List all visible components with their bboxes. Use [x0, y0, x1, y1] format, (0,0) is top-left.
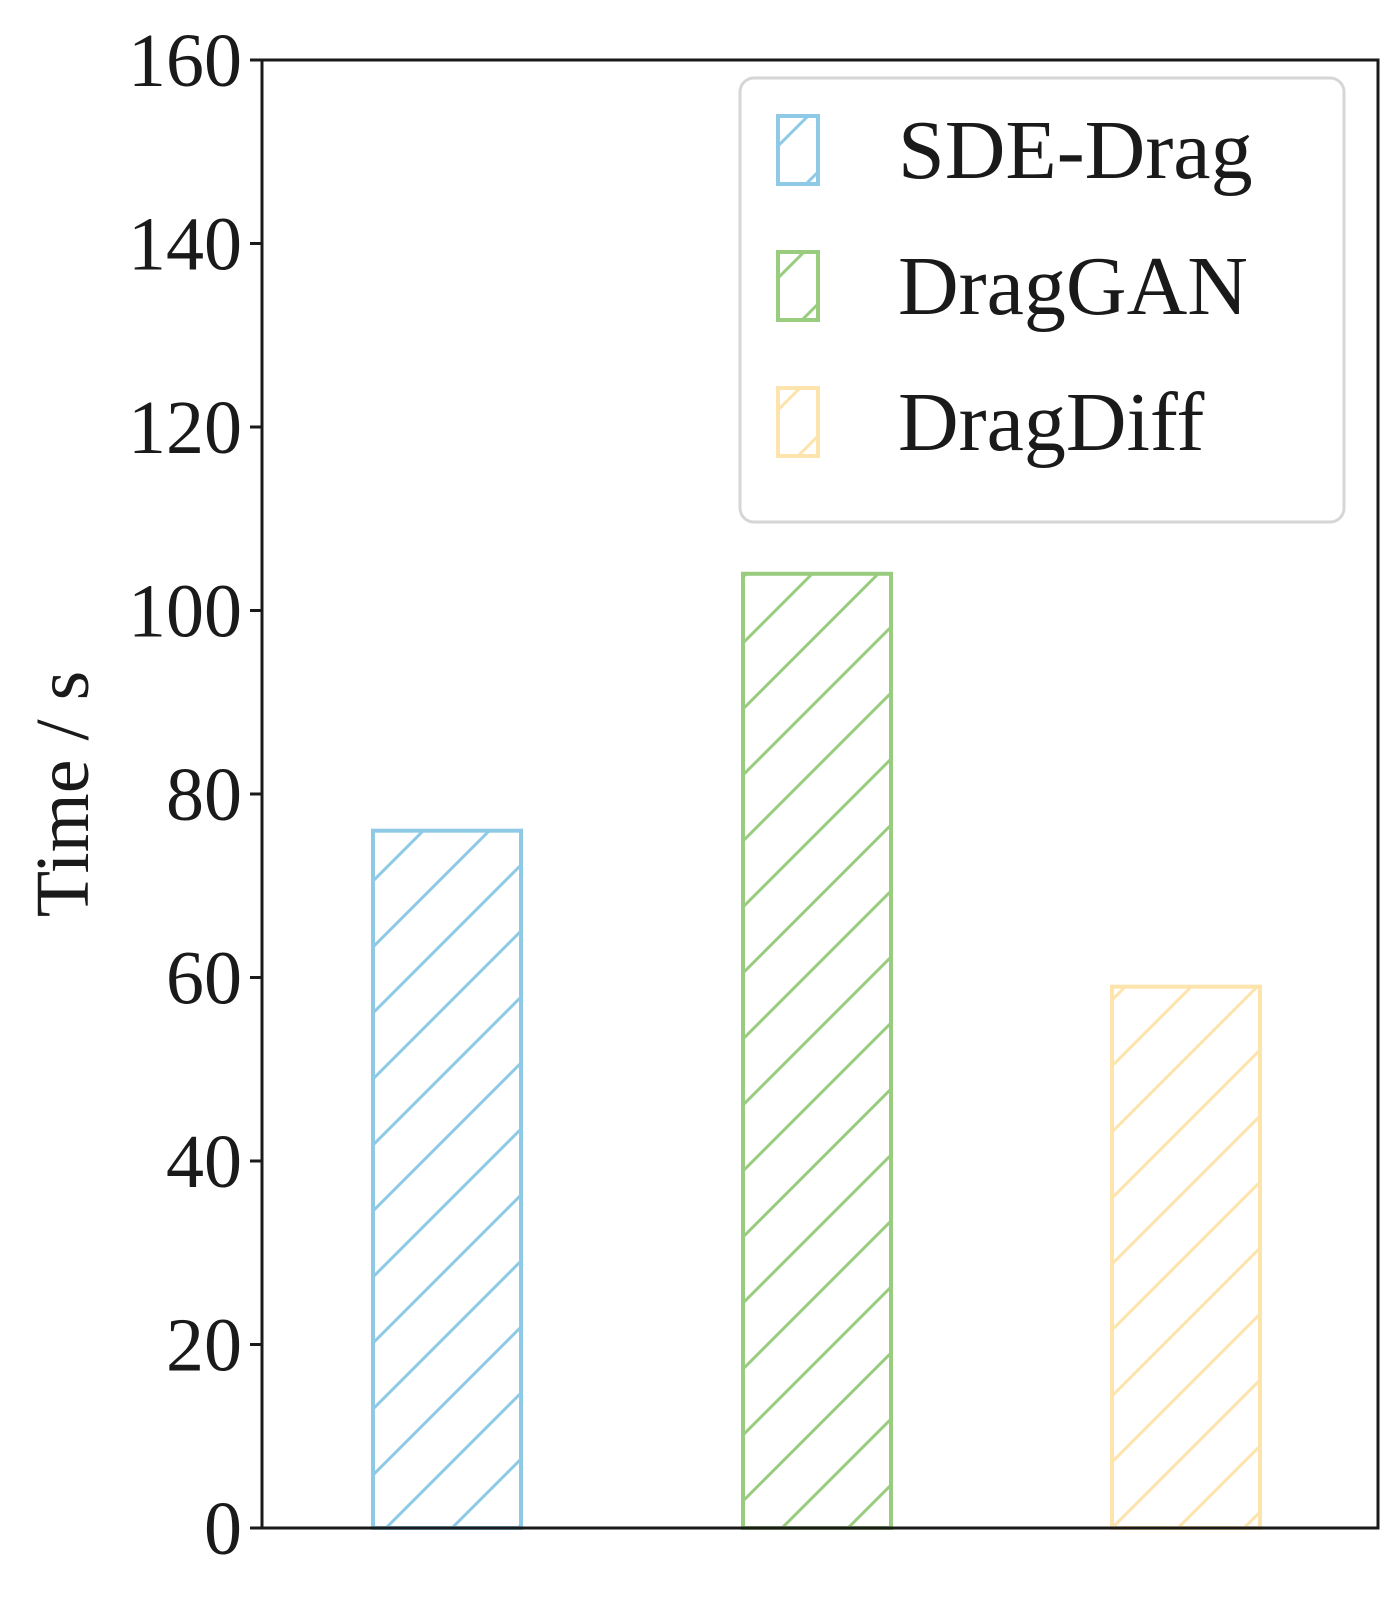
y-tick-label: 140 — [128, 203, 242, 287]
legend-swatch-draggan — [776, 250, 820, 322]
legend-label-dragdiff: DragDiff — [898, 376, 1204, 469]
legend-label-sde-drag: SDE-Drag — [898, 104, 1253, 197]
legend-swatch-sde-drag — [776, 114, 820, 186]
y-tick-label: 80 — [166, 753, 242, 837]
y-tick-label: 160 — [128, 19, 242, 103]
y-tick-label: 100 — [128, 570, 242, 654]
bars-group — [371, 571, 1262, 1530]
legend-swatch-dragdiff — [776, 386, 820, 458]
bar-draggan — [741, 571, 893, 1530]
plot-frame — [260, 58, 1380, 1530]
bar-sde-drag — [371, 828, 523, 1530]
y-tick-label: 0 — [204, 1487, 242, 1571]
y-tick-label: 60 — [166, 937, 242, 1021]
y-tick-label: 40 — [166, 1120, 242, 1204]
y-tick-label: 20 — [166, 1304, 242, 1388]
y-tick-label: 120 — [128, 386, 242, 470]
y-axis-label: Time / s — [21, 671, 105, 917]
legend-box — [738, 76, 1346, 524]
bar-dragdiff — [1110, 984, 1262, 1530]
legend-label-draggan: DragGAN — [898, 240, 1248, 333]
y-axis: 0 20 40 60 80 100 120 140 160 — [128, 19, 262, 1571]
legend: SDE-Drag DragGAN DragDiff — [738, 76, 1346, 524]
